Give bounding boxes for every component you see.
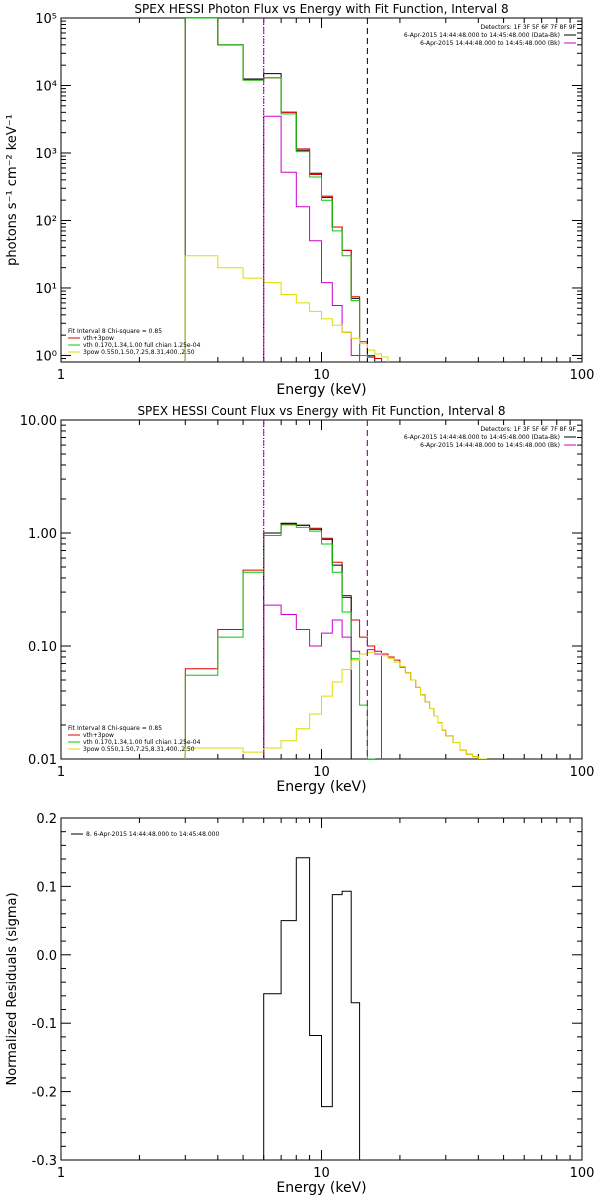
legend-text: 6-Apr-2015 14:44:48.000 to 14:45:48.000 … <box>420 442 560 449</box>
legend-text: 8. 6-Apr-2015 14:44:48.000 to 14:45:48.0… <box>86 831 219 838</box>
legend-text: Fit Interval 8 Chi-square = 0.85 <box>68 328 162 335</box>
y-axis-label: photons s⁻¹ cm⁻² keV⁻¹ <box>5 114 20 266</box>
y-tick-label: 10² <box>35 214 57 229</box>
series-line-3 <box>184 524 376 759</box>
series-line-2 <box>263 522 352 759</box>
series-line-1 <box>263 857 361 1160</box>
chart-panel-2: SPEX HESSI Count Flux vs Energy with Fit… <box>20 404 595 795</box>
series-line-1 <box>184 523 487 759</box>
y-tick-label: 10⁰ <box>35 349 57 364</box>
y-tick-label: 0.0 <box>36 949 57 964</box>
x-axis-label: Energy (keV) <box>276 1180 366 1196</box>
legend-text: 6-Apr-2015 14:44:48.000 to 14:45:48.000 … <box>404 32 560 39</box>
y-tick-label: 0.1 <box>36 880 57 895</box>
legend-text: vth 0.170,1.34,1.00 full chian 1.25e-04 <box>83 342 201 349</box>
y-tick-label: -0.2 <box>32 1086 57 1101</box>
y-tick-label: 10³ <box>35 147 57 162</box>
y-tick-label: 10¹ <box>35 282 57 297</box>
y-tick-label: 10⁵ <box>35 12 57 27</box>
x-tick-label: 10 <box>313 368 330 383</box>
y-tick-label: 10⁴ <box>35 79 57 94</box>
series-line-5 <box>184 255 389 362</box>
y-tick-label: 0.2 <box>36 812 57 827</box>
y-tick-label: 10.00 <box>20 414 57 429</box>
x-tick-label: 100 <box>570 1166 595 1181</box>
legend-text: Detectors: 1F 3F 5F 6F 7F 8F 9F <box>480 24 576 31</box>
y-tick-label: -0.3 <box>32 1154 57 1169</box>
legend-text: vth 0.170,1.34,1.00 full chian 1.25e-04 <box>83 739 201 746</box>
y-axis-label: Normalized Residuals (sigma) <box>5 892 20 1085</box>
series-line-3 <box>184 18 376 362</box>
plot-frame <box>60 817 583 1161</box>
legend-text: Detectors: 1F 3F 5F 6F 7F 8F 9F <box>480 426 576 433</box>
legend-text: vth+3pow <box>83 732 114 739</box>
legend-text: Fit Interval 8 Chi-square = 0.85 <box>68 725 162 732</box>
y-tick-label: -0.1 <box>32 1017 57 1032</box>
legend-text: vth+3pow <box>83 335 114 342</box>
x-tick-label: 1 <box>57 1166 65 1181</box>
series-line-1 <box>184 18 376 362</box>
series-line-5 <box>184 651 487 759</box>
series-line-2 <box>184 18 382 362</box>
data-area <box>184 18 389 362</box>
y-tick-label: 0.01 <box>28 753 57 768</box>
y-tick-label: 1.00 <box>28 527 57 542</box>
x-tick-label: 1 <box>57 368 65 383</box>
x-tick-label: 10 <box>313 1166 330 1181</box>
legend-text: 6-Apr-2015 14:44:48.000 to 14:45:48.000 … <box>420 40 560 47</box>
x-axis-label: Energy (keV) <box>276 779 366 795</box>
chart-title: SPEX HESSI Count Flux vs Energy with Fit… <box>137 404 505 418</box>
y-tick-label: 0.10 <box>28 640 57 655</box>
data-area <box>184 522 487 759</box>
x-tick-label: 100 <box>570 368 595 383</box>
legend-text: 3pow 0.550,1.50,7.25,8.31,400.,2.50 <box>83 349 195 356</box>
chart-panel-3: 1 10 100 Energy (keV) -0.3 -0.2 -0.1 0.0 0.1 0.2 N… <box>5 812 594 1196</box>
x-tick-label: 1 <box>57 765 65 780</box>
series-line-4 <box>263 115 361 362</box>
x-tick-label: 10 <box>313 765 330 780</box>
series-line-4 <box>263 604 382 759</box>
x-axis-label: Energy (keV) <box>276 382 366 398</box>
x-tick-label: 100 <box>570 765 595 780</box>
legend-text: 6-Apr-2015 14:44:48.000 to 14:45:48.000 … <box>404 434 560 441</box>
chart-title: SPEX HESSI Photon Flux vs Energy with Fi… <box>134 2 508 16</box>
legend-text: 3pow 0.550,1.50,7.25,8.31,400.,2.50 <box>83 746 195 753</box>
chart-panel-1: SPEX HESSI Photon Flux vs Energy with Fi… <box>5 2 594 398</box>
data-area <box>263 857 361 1160</box>
